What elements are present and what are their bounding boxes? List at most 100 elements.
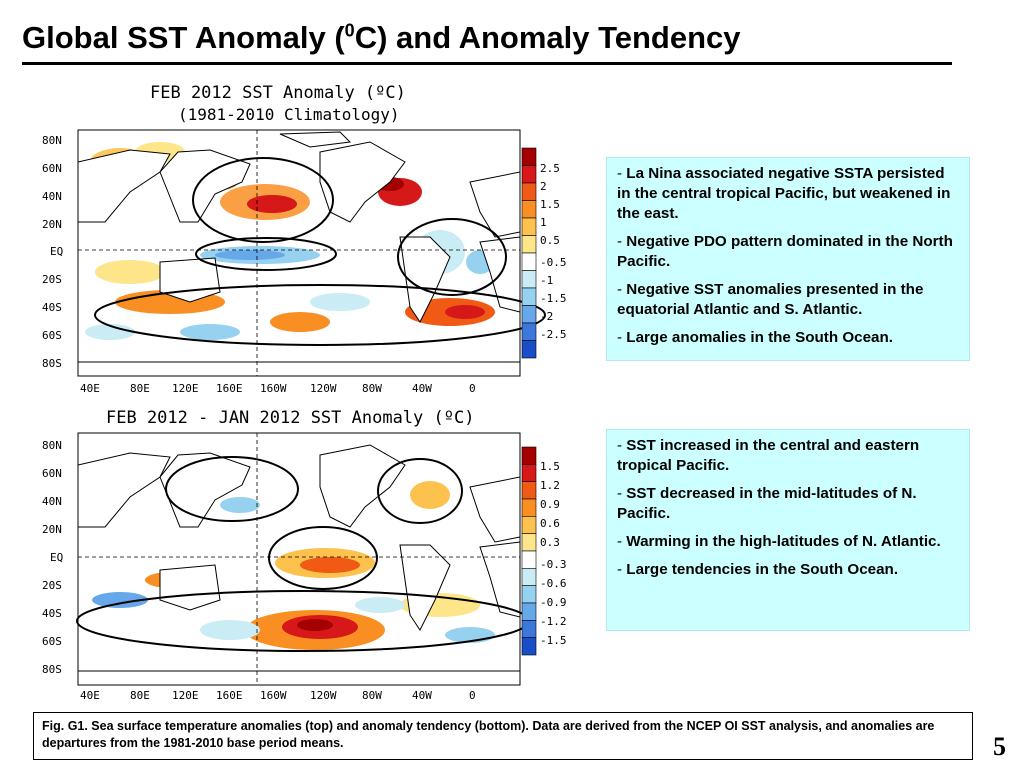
bottom-lat-label: EQ — [50, 551, 63, 564]
colorbar-swatch — [521, 235, 537, 254]
bottom-colorbar-label: 1.2 — [540, 479, 560, 492]
bottom-map-title: FEB 2012 - JAN 2012 SST Anomaly (ºC) — [106, 408, 475, 428]
slide-title-superscript: 0 — [344, 20, 355, 41]
colorbar-swatch — [521, 568, 537, 586]
colorbar-swatch — [521, 287, 537, 306]
top-lat-label: 20N — [42, 218, 62, 231]
bottom-lon-label: 120W — [310, 689, 337, 702]
bullet-item: - Negative SST anomalies presented in th… — [617, 280, 959, 320]
top-colorbar-label: -1 — [540, 274, 553, 287]
bullet-text: SST increased in the central and eastern… — [617, 437, 920, 474]
bottom-colorbar-label: -0.3 — [540, 558, 567, 571]
top-colorbar-label: -2.5 — [540, 328, 567, 341]
bottom-lon-label: 40E — [80, 689, 100, 702]
top-lat-label: 40S — [42, 301, 62, 314]
bottom-colorbar-label: -1.2 — [540, 615, 567, 628]
colorbar-swatch — [521, 533, 537, 552]
colorbar-swatch — [521, 637, 537, 656]
bottom-lat-label: 60N — [42, 467, 62, 480]
bullet-dash: - — [617, 281, 623, 298]
bullet-text: Large anomalies in the South Ocean. — [626, 329, 893, 346]
top-colorbar-label: -1.5 — [540, 292, 567, 305]
bottom-colorbar-label: -0.9 — [540, 596, 567, 609]
colorbar-swatch — [521, 498, 537, 517]
bullet-item: - SST decreased in the mid-latitudes of … — [617, 484, 959, 524]
colorbar-swatch — [521, 165, 537, 184]
top-lat-label: 60S — [42, 329, 62, 342]
top-colorbar-label: 2.5 — [540, 162, 560, 175]
colorbar-swatch — [521, 270, 537, 289]
top-lat-label: 80N — [42, 134, 62, 147]
bottom-colorbar-label: -1.5 — [540, 634, 567, 647]
bullet-dash: - — [617, 329, 623, 346]
bottom-lon-label: 40W — [412, 689, 432, 702]
top-colorbar — [521, 147, 537, 359]
top-lat-label: EQ — [50, 245, 63, 258]
colorbar-swatch — [521, 516, 537, 534]
colorbar-swatch — [521, 464, 537, 482]
bullet-dash: - — [617, 561, 623, 578]
colorbar-swatch — [521, 147, 537, 166]
colorbar-swatch — [521, 182, 537, 201]
top-lat-label: 40N — [42, 190, 62, 203]
bullet-dash: - — [617, 485, 623, 502]
bullet-text: La Nina associated negative SSTA persist… — [617, 165, 951, 222]
bottom-lat-label: 40S — [42, 607, 62, 620]
top-lat-label: 20S — [42, 273, 62, 286]
top-lon-label: 40W — [412, 382, 432, 395]
top-lon-label: 80E — [130, 382, 150, 395]
colorbar-swatch — [521, 322, 537, 341]
colorbar-swatch — [521, 620, 537, 638]
bullet-item: - Negative PDO pattern dominated in the … — [617, 232, 959, 272]
bottom-lat-label: 80S — [42, 663, 62, 676]
bottom-bullet-box: - SST increased in the central and easte… — [606, 429, 970, 631]
colorbar-swatch — [521, 340, 537, 359]
colorbar-swatch — [521, 550, 537, 569]
colorbar-swatch — [521, 481, 537, 500]
top-map-title: FEB 2012 SST Anomaly (ºC) — [150, 83, 406, 103]
bottom-lon-label: 0 — [469, 689, 476, 702]
bottom-colorbar-label: 1.5 — [540, 460, 560, 473]
bottom-colorbar-label: -0.6 — [540, 577, 567, 590]
colorbar-swatch — [521, 602, 537, 621]
top-lon-label: 120E — [172, 382, 199, 395]
top-lon-label: 160W — [260, 382, 287, 395]
colorbar-swatch — [521, 585, 537, 604]
bottom-lon-label: 120E — [172, 689, 199, 702]
page-number: 5 — [993, 732, 1006, 761]
bottom-lon-label: 160W — [260, 689, 287, 702]
slide-title: Global SST Anomaly (0C) and Anomaly Tend… — [22, 20, 741, 56]
bottom-colorbar-label: 0.3 — [540, 536, 560, 549]
bottom-lat-label: 40N — [42, 495, 62, 508]
figure-caption: Fig. G1. Sea surface temperature anomali… — [33, 712, 973, 760]
bullet-item: - La Nina associated negative SSTA persi… — [617, 164, 959, 224]
bottom-lon-label: 80W — [362, 689, 382, 702]
bottom-lat-label: 20S — [42, 579, 62, 592]
top-lon-label: 40E — [80, 382, 100, 395]
top-map-subtitle: (1981-2010 Climatology) — [178, 105, 400, 124]
top-lon-label: 0 — [469, 382, 476, 395]
bottom-map-graphic: 80N 60N 40N 20N EQ 20S 40S 60S 80S 40E 8… — [42, 432, 567, 702]
bullet-item: - Large anomalies in the South Ocean. — [617, 328, 959, 348]
bullet-text: Negative PDO pattern dominated in the No… — [617, 233, 953, 270]
top-colorbar-label: 2 — [540, 180, 547, 193]
colorbar-swatch — [521, 200, 537, 219]
bullet-dash: - — [617, 233, 623, 250]
colorbar-swatch — [521, 217, 537, 236]
top-colorbar-label: 0.5 — [540, 234, 560, 247]
bullet-text: Negative SST anomalies presented in the … — [617, 281, 924, 318]
top-sst-anomaly-map: FEB 2012 SST Anomaly (ºC) (1981-2010 Cli… — [10, 72, 600, 402]
bottom-lat-label: 20N — [42, 523, 62, 536]
top-lon-label: 160E — [216, 382, 243, 395]
bullet-item: - SST increased in the central and easte… — [617, 436, 959, 476]
bottom-colorbar-label: 0.6 — [540, 517, 560, 530]
bottom-colorbar-label: 0.9 — [540, 498, 560, 511]
bottom-lat-label: 80N — [42, 439, 62, 452]
top-lat-label: 60N — [42, 162, 62, 175]
slide-title-part2: C) and Anomaly Tendency — [354, 20, 741, 55]
top-colorbar-label: 1.5 — [540, 198, 560, 211]
bottom-colorbar — [521, 446, 537, 656]
bullet-text: SST decreased in the mid-latitudes of N.… — [617, 485, 917, 522]
bullet-text: Warming in the high-latitudes of N. Atla… — [626, 533, 941, 550]
bottom-lat-label: 60S — [42, 635, 62, 648]
